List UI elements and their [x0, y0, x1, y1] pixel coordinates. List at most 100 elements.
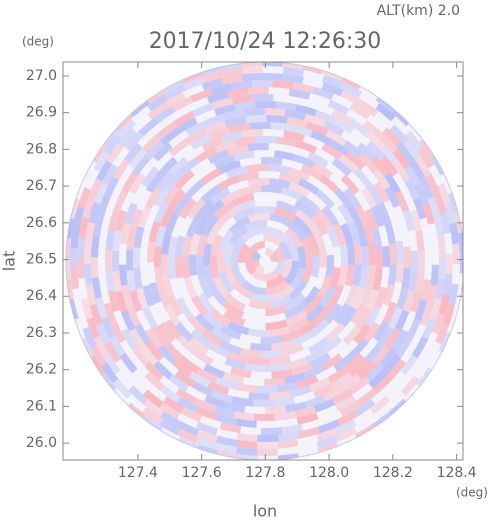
- radar-cell: [274, 411, 296, 421]
- radar-cell: [264, 226, 289, 242]
- radar-cell: [210, 327, 232, 344]
- radar-cell: [69, 298, 79, 320]
- radar-cell: [332, 388, 354, 405]
- radar-cell: [236, 432, 258, 442]
- radar-cell: [325, 129, 347, 146]
- radar-cell: [401, 375, 420, 396]
- radar-cell: [200, 184, 222, 204]
- radar-cell: [165, 170, 184, 191]
- radar-cell: [327, 366, 349, 384]
- radar-cell: [162, 275, 174, 298]
- radar-cell: [145, 172, 164, 193]
- radar-cell: [206, 91, 229, 104]
- radar-cell: [324, 302, 343, 324]
- radar-cell: [301, 260, 314, 283]
- y-tick-label: 26.5: [26, 252, 57, 268]
- radar-cell: [220, 189, 242, 205]
- radar-cell: [347, 222, 361, 245]
- radar-cell: [118, 127, 138, 148]
- radar-cell: [268, 326, 291, 337]
- radar-cell: [142, 307, 158, 329]
- radar-cell: [365, 305, 381, 328]
- radar-cell: [200, 167, 222, 185]
- radar-cell: [196, 255, 205, 279]
- radar-cell: [67, 218, 75, 239]
- radar-cell: [296, 245, 307, 269]
- radar-cell: [414, 183, 429, 206]
- radar-cell: [304, 394, 327, 409]
- radar-cell: [77, 187, 91, 209]
- radar-cell: [164, 319, 183, 340]
- radar-cell: [168, 236, 178, 258]
- radar-cell: [230, 237, 246, 262]
- radar-cell: [219, 340, 242, 355]
- radar-cell: [204, 120, 227, 135]
- radar-cell: [164, 341, 184, 362]
- radar-cell: [372, 269, 383, 291]
- radar-cell: [435, 322, 450, 345]
- radar-cell: [308, 318, 330, 338]
- radar-cell: [145, 340, 164, 362]
- radar-cell: [231, 193, 255, 207]
- radar-cell: [431, 312, 446, 335]
- radar-cell: [452, 243, 461, 264]
- radar-cell: [306, 121, 329, 136]
- radar-cell: [133, 267, 143, 290]
- radar-cell: [327, 99, 350, 115]
- radar-cell: [92, 143, 108, 164]
- x-tick-label: 128.0: [309, 465, 349, 481]
- radar-cell: [108, 209, 121, 231]
- radar-cell: [328, 284, 344, 307]
- radar-cell: [157, 286, 171, 308]
- y-tick-label: 26.3: [26, 325, 57, 341]
- radar-cell: [354, 424, 375, 438]
- radar-cell: [295, 140, 318, 154]
- radar-cell: [88, 178, 103, 200]
- radar-cell: [93, 335, 110, 358]
- radar-cell: [210, 308, 231, 328]
- radar-cell: [236, 439, 258, 449]
- radar-cell: [236, 446, 258, 456]
- radar-cell: [226, 351, 249, 364]
- radar-cell: [402, 290, 415, 313]
- radar-cell: [212, 276, 230, 298]
- radar-cell: [354, 204, 370, 227]
- radar-cell: [322, 75, 344, 89]
- radar-cell: [411, 336, 429, 358]
- radar-field: [65, 62, 463, 460]
- radar-cell: [224, 293, 246, 312]
- radar-cell: [269, 252, 279, 262]
- radar-cell: [105, 229, 115, 251]
- radar-cell: [333, 117, 355, 135]
- radar-cell: [339, 306, 358, 328]
- radar-cell: [357, 360, 377, 380]
- radar-cell: [382, 245, 391, 268]
- radar-cell: [154, 201, 169, 224]
- y-tick-label: 27.0: [26, 68, 57, 84]
- radar-cell: [189, 233, 201, 255]
- radar-cell: [278, 172, 301, 185]
- radar-cell: [347, 205, 363, 228]
- radar-cell: [353, 323, 371, 345]
- radar-cell: [313, 398, 336, 413]
- radar-cell: [84, 263, 93, 285]
- radar-cell: [237, 171, 259, 183]
- radar-cell: [344, 264, 355, 287]
- radar-cell: [290, 124, 313, 137]
- radar-cell: [210, 233, 224, 257]
- radar-cell: [417, 251, 425, 272]
- radar-cell: [312, 86, 334, 101]
- radar-cell: [378, 133, 398, 154]
- radar-cell: [82, 326, 97, 349]
- radar-cell: [128, 402, 147, 419]
- radar-cell: [280, 328, 303, 343]
- radar-cell: [340, 90, 362, 106]
- radar-cell: [153, 186, 171, 208]
- radar-cell: [387, 307, 403, 330]
- radar-cell: [377, 325, 395, 348]
- radar-cell: [83, 242, 92, 264]
- radar-cell: [121, 284, 133, 307]
- radar-cell: [104, 128, 120, 147]
- radar-cell: [131, 345, 150, 367]
- radar-cell: [301, 286, 320, 308]
